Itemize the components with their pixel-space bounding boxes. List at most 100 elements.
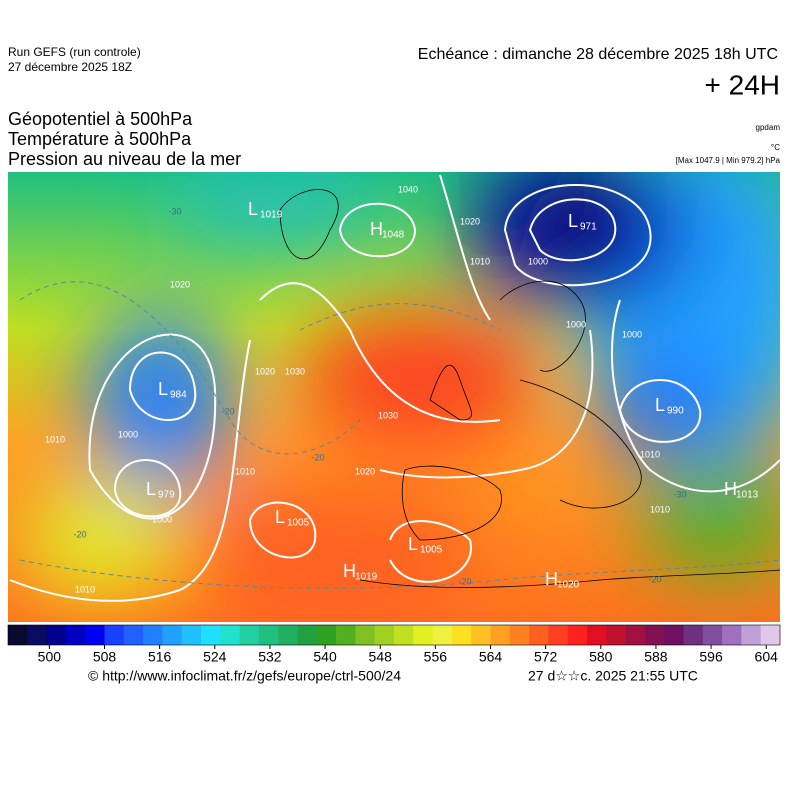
isobar-label: 1020: [355, 466, 375, 476]
colorbar-swatch: [355, 625, 376, 645]
isobar-label: 1010: [650, 504, 670, 514]
lead-time: + 24H: [705, 69, 781, 100]
pressure-center-value: 1019: [260, 210, 283, 221]
isobar-label: 1000: [152, 514, 172, 524]
colorbar-swatch: [181, 625, 202, 645]
pressure-center-kind: H: [370, 219, 383, 239]
colorbar-tick-label: 500: [38, 649, 62, 665]
temperature-label: -20: [311, 452, 324, 462]
colorbar-swatch: [65, 625, 86, 645]
pressure-center-value: 1020: [557, 580, 580, 591]
colorbar-swatch: [27, 625, 48, 645]
temperature-label: -30: [168, 206, 181, 216]
pressure-center-value: 971: [580, 222, 597, 233]
isobar-label: 1000: [528, 256, 548, 266]
colorbar-tick-label: 564: [479, 649, 503, 665]
pressure-center-value: 1019: [355, 572, 378, 583]
isobar-label: 1020: [170, 279, 190, 289]
colorbar-swatch: [451, 625, 472, 645]
generated-time: 27 d☆☆c. 2025 21:55 UTC: [528, 668, 698, 684]
pressure-center-value: 984: [170, 390, 187, 401]
colorbar-tick-label: 580: [589, 649, 613, 665]
isobars: [9, 174, 780, 602]
colorbar-tick-label: 572: [534, 649, 558, 665]
source-url: © http://www.infoclimat.fr/z/gefs/europe…: [88, 668, 401, 684]
isobar-label: 1010: [470, 256, 490, 266]
colorbar-tick-label: 548: [369, 649, 393, 665]
colorbar-swatch: [374, 625, 395, 645]
colorbar-swatch: [741, 625, 762, 645]
colorbar-swatch: [297, 625, 318, 645]
pressure-center-value: 979: [158, 490, 175, 501]
colorbar-swatch: [587, 625, 607, 645]
colorbar-swatch: [625, 625, 646, 645]
title-line: Température à 500hPa: [8, 129, 192, 149]
temperature-label: -20: [648, 574, 661, 584]
isobar-label: 1010: [75, 584, 95, 594]
isobar-label: 1000: [118, 429, 138, 439]
colorbar-tick-label: 596: [699, 649, 723, 665]
colorbar-swatch: [201, 625, 221, 645]
isobar-label: 1030: [378, 410, 398, 420]
unit-label: °C: [771, 143, 780, 152]
colorbar-swatch: [278, 625, 298, 645]
colorbar-tick-label: 588: [644, 649, 668, 665]
colorbar-swatch: [509, 625, 530, 645]
title-line: Pression au niveau de la mer: [8, 149, 241, 169]
isobar-label: 1010: [235, 466, 255, 476]
colorbar-swatch: [104, 625, 125, 645]
colorbar-tick-label: 540: [313, 649, 337, 665]
isobar-label: 1020: [255, 366, 275, 376]
colorbar-swatch: [606, 625, 627, 645]
colorbar-tick-label: 532: [258, 649, 282, 665]
pressure-center-kind: H: [343, 561, 356, 581]
colorbar-swatch: [760, 625, 781, 645]
colorbar-tick-label: 556: [424, 649, 448, 665]
colorbar-swatch: [8, 625, 28, 645]
colorbar-swatch: [548, 625, 569, 645]
colorbar-tick-label: 508: [93, 649, 117, 665]
colorbar-swatch: [413, 625, 434, 645]
colorbar-swatch: [432, 625, 453, 645]
pressure-center-kind: L: [158, 379, 168, 399]
colorbar-tick-label: 524: [203, 649, 227, 665]
isobar-label: 1010: [640, 449, 660, 459]
colorbar-swatch: [239, 625, 260, 645]
unit-label: gpdam: [756, 123, 781, 132]
pressure-center-kind: L: [655, 395, 665, 415]
colorbar-swatch: [258, 625, 279, 645]
coastlines: [279, 189, 780, 588]
colorbar-swatch: [85, 625, 105, 645]
colorbar-swatch: [316, 625, 337, 645]
temperature-label: -20: [458, 576, 471, 586]
colorbar-swatch: [683, 625, 704, 645]
isobar-label: 1010: [45, 434, 65, 444]
pressure-center-value: 1048: [382, 230, 405, 241]
pressure-center-kind: H: [724, 479, 737, 499]
temperature-contours: [19, 281, 780, 589]
colorbar-swatch: [336, 625, 356, 645]
unit-label: [Max 1047.9 | Min 979.2] hPa: [676, 156, 781, 165]
pressure-center-kind: L: [568, 211, 578, 231]
colorbar-tick-label: 604: [755, 649, 779, 665]
colorbar-swatch: [490, 625, 511, 645]
colorbar-swatch: [162, 625, 183, 645]
colorbar-swatch: [664, 625, 684, 645]
temperature-label: -30: [673, 489, 686, 499]
isobar-label: 1030: [285, 366, 305, 376]
echeance: Echéance : dimanche 28 décembre 2025 18h…: [418, 46, 778, 63]
pressure-center-value: 1005: [420, 545, 443, 556]
run-label: Run GEFS (run controle): [8, 45, 141, 59]
pressure-center-kind: L: [146, 479, 156, 499]
colorbar-swatch: [529, 625, 549, 645]
isobar-label: 1020: [460, 216, 480, 226]
colorbar-swatch: [123, 625, 144, 645]
pressure-center-value: 1013: [736, 490, 759, 501]
colorbar-swatch: [394, 625, 414, 645]
colorbar-swatch: [143, 625, 163, 645]
isobar-label: 1000: [566, 319, 586, 329]
colorbar-swatch: [567, 625, 588, 645]
